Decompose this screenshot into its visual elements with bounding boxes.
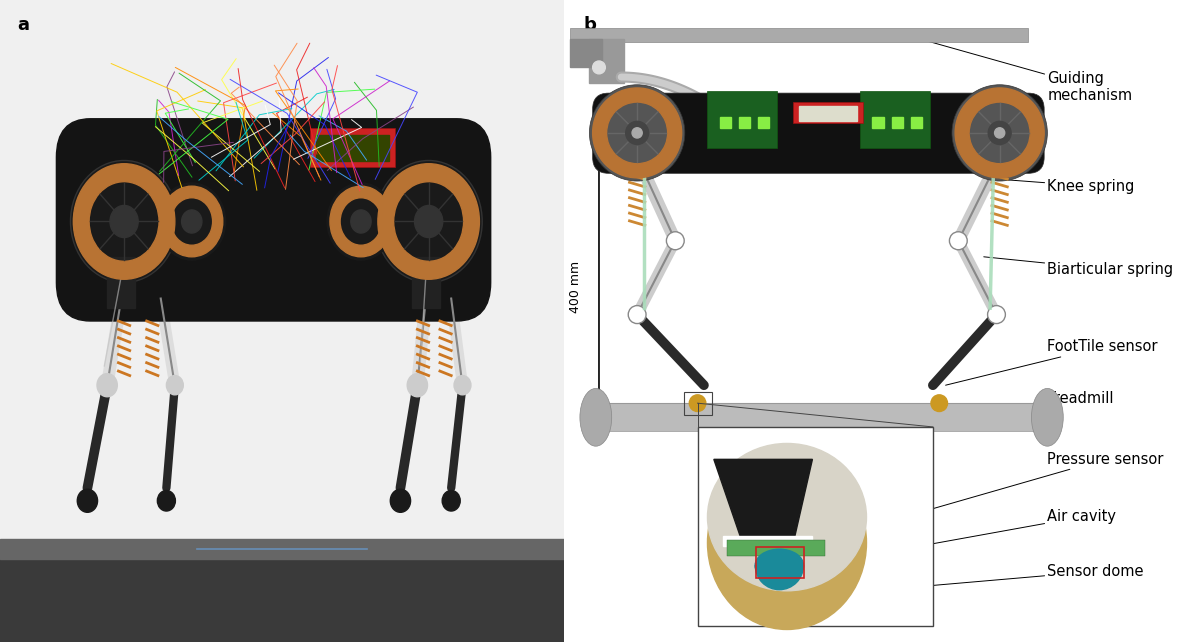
Circle shape xyxy=(158,183,226,260)
Text: Biarticular spring: Biarticular spring xyxy=(984,257,1174,277)
Bar xyxy=(758,117,769,128)
Circle shape xyxy=(632,128,642,138)
Circle shape xyxy=(328,183,395,260)
Bar xyxy=(0,552,564,642)
Bar xyxy=(412,257,440,308)
Bar xyxy=(570,28,1028,42)
Circle shape xyxy=(949,232,967,250)
Wedge shape xyxy=(955,88,1044,178)
Circle shape xyxy=(376,160,482,282)
Bar xyxy=(684,392,712,415)
Circle shape xyxy=(454,376,470,395)
Ellipse shape xyxy=(580,388,612,446)
Circle shape xyxy=(157,490,175,511)
Circle shape xyxy=(167,376,184,395)
Circle shape xyxy=(414,205,443,238)
Circle shape xyxy=(181,210,202,233)
Bar xyxy=(724,536,812,546)
Bar xyxy=(316,135,389,160)
Wedge shape xyxy=(593,88,682,178)
FancyBboxPatch shape xyxy=(593,93,1044,173)
Circle shape xyxy=(407,374,427,397)
Circle shape xyxy=(995,128,1004,138)
Text: b: b xyxy=(583,16,596,34)
Text: 400 mm: 400 mm xyxy=(569,261,582,313)
Text: Pressure sensor: Pressure sensor xyxy=(781,451,1164,552)
Circle shape xyxy=(110,205,138,238)
Text: Knee spring: Knee spring xyxy=(1006,178,1135,194)
Bar xyxy=(859,91,930,148)
Circle shape xyxy=(442,490,461,511)
Wedge shape xyxy=(330,186,392,257)
Bar xyxy=(756,547,804,578)
Bar xyxy=(0,0,564,539)
Bar xyxy=(911,117,922,128)
Text: Guiding
mechanism: Guiding mechanism xyxy=(914,37,1133,103)
Ellipse shape xyxy=(755,549,804,582)
Text: Sensor dome: Sensor dome xyxy=(832,564,1144,594)
Circle shape xyxy=(625,121,648,144)
Text: Treadmill: Treadmill xyxy=(990,390,1114,411)
Bar xyxy=(799,106,857,121)
Wedge shape xyxy=(378,164,480,279)
Bar xyxy=(892,117,902,128)
Circle shape xyxy=(989,121,1012,144)
Circle shape xyxy=(71,160,178,282)
Bar xyxy=(793,102,863,123)
Bar xyxy=(739,117,750,128)
Bar xyxy=(697,427,932,626)
Bar xyxy=(589,39,624,83)
Bar xyxy=(0,539,564,559)
Circle shape xyxy=(589,85,685,181)
Ellipse shape xyxy=(1032,388,1063,446)
Circle shape xyxy=(593,61,605,74)
Bar xyxy=(726,539,826,555)
Text: a: a xyxy=(17,16,29,34)
Circle shape xyxy=(390,489,410,512)
Circle shape xyxy=(988,306,1006,324)
Text: FootTile sensor: FootTile sensor xyxy=(946,339,1158,385)
Ellipse shape xyxy=(708,456,866,629)
Circle shape xyxy=(350,210,371,233)
Bar xyxy=(707,91,778,148)
Polygon shape xyxy=(714,460,812,543)
Bar xyxy=(595,403,1048,431)
Circle shape xyxy=(666,232,684,250)
Circle shape xyxy=(97,374,118,397)
Bar xyxy=(720,117,731,128)
Circle shape xyxy=(931,395,948,412)
Circle shape xyxy=(952,85,1048,181)
Bar xyxy=(311,128,395,167)
Ellipse shape xyxy=(708,444,866,591)
Wedge shape xyxy=(73,164,175,279)
FancyBboxPatch shape xyxy=(56,119,491,321)
Bar xyxy=(107,257,136,308)
Wedge shape xyxy=(161,186,223,257)
Circle shape xyxy=(77,489,97,512)
Circle shape xyxy=(629,306,646,324)
Wedge shape xyxy=(755,565,804,589)
Circle shape xyxy=(689,395,706,412)
Bar xyxy=(570,39,602,67)
Bar xyxy=(872,117,884,128)
Text: Air cavity: Air cavity xyxy=(803,509,1116,568)
